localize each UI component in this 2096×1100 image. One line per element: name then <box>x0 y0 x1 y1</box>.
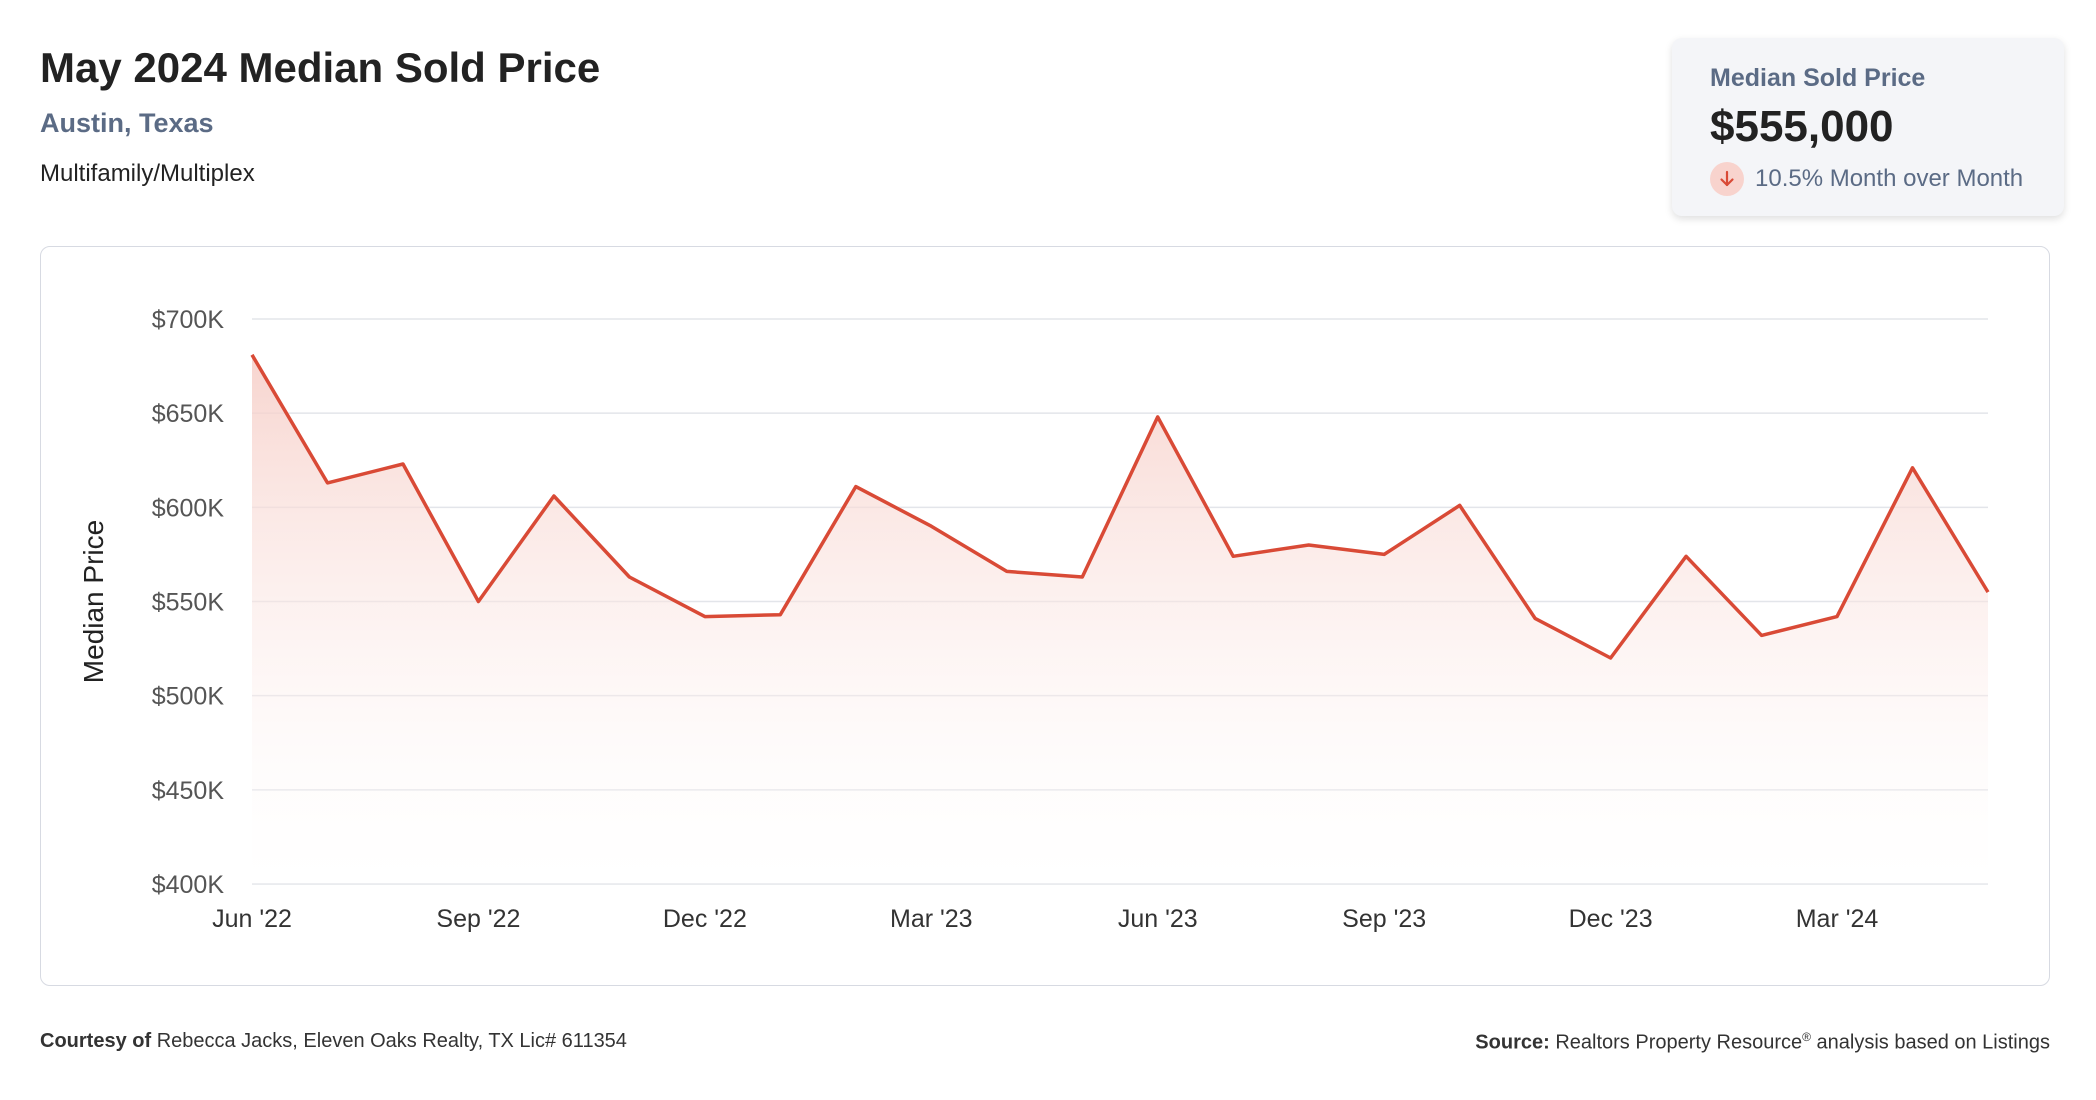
chart-card: $400K $450K $500K $550K $600K $650K $700K Jun … <box>40 246 2050 986</box>
page-title: May 2024 Median Sold Price <box>40 44 601 91</box>
x-tick-label: Sep '23 <box>1342 905 1426 933</box>
property-type-label: Multifamily/Multiplex <box>40 160 255 187</box>
source-label: Source: <box>1475 1031 1550 1054</box>
kpi-card: Median Sold Price $555,000 10.5% Month o… <box>1672 38 2064 216</box>
kpi-label: Median Sold Price <box>1710 64 1926 92</box>
x-axis-ticks: Jun '22 Sep '22 Dec '22 Mar '23 Jun '23 Sep '… <box>212 905 1878 933</box>
y-tick-label: $550K <box>152 589 225 617</box>
price-chart: $400K $450K $500K $550K $600K $650K $700K Jun … <box>78 306 1990 933</box>
source-suffix: analysis based on Listings <box>1816 1031 2050 1054</box>
y-tick-label: $650K <box>152 400 225 428</box>
x-tick-label: Mar '23 <box>890 905 973 933</box>
kpi-change: 10.5% Month over Month <box>1710 162 2023 196</box>
y-tick-label: $450K <box>152 777 225 805</box>
y-tick-label: $700K <box>152 306 225 334</box>
area-path <box>252 354 1988 884</box>
line-path <box>250 353 1990 660</box>
x-tick-label: Dec '22 <box>663 905 747 933</box>
location-label: Austin, Texas <box>40 108 214 138</box>
arrow-down-icon <box>1710 162 1744 196</box>
x-tick-label: Mar '24 <box>1796 905 1879 933</box>
x-tick-label: Jun '22 <box>212 905 292 933</box>
kpi-value: $555,000 <box>1710 102 1894 151</box>
courtesy-text: Rebecca Jacks, Eleven Oaks Realty, TX Li… <box>156 1030 627 1052</box>
courtesy-label: Courtesy of <box>40 1030 152 1052</box>
y-tick-label: $500K <box>152 683 225 711</box>
area-fill <box>252 354 1988 884</box>
y-tick-label: $600K <box>152 494 225 522</box>
kpi-change-text: 10.5% Month over Month <box>1755 165 2024 192</box>
y-tick-label: $400K <box>152 871 225 899</box>
courtesy-footer: Courtesy of Rebecca Jacks, Eleven Oaks R… <box>40 1030 627 1053</box>
source-text: Realtors Property Resource <box>1555 1031 1803 1054</box>
x-tick-label: Jun '23 <box>1118 905 1198 933</box>
x-tick-label: Dec '23 <box>1569 905 1653 933</box>
y-axis-label: Median Price <box>78 520 109 683</box>
registered-mark: ® <box>1802 1030 1811 1044</box>
x-tick-label: Sep '22 <box>436 905 520 933</box>
source-footer: Source: Realtors Property Resource® anal… <box>1475 1030 2050 1055</box>
y-axis-ticks: $400K $450K $500K $550K $600K $650K $700K <box>152 306 225 899</box>
series-line <box>250 353 1990 660</box>
